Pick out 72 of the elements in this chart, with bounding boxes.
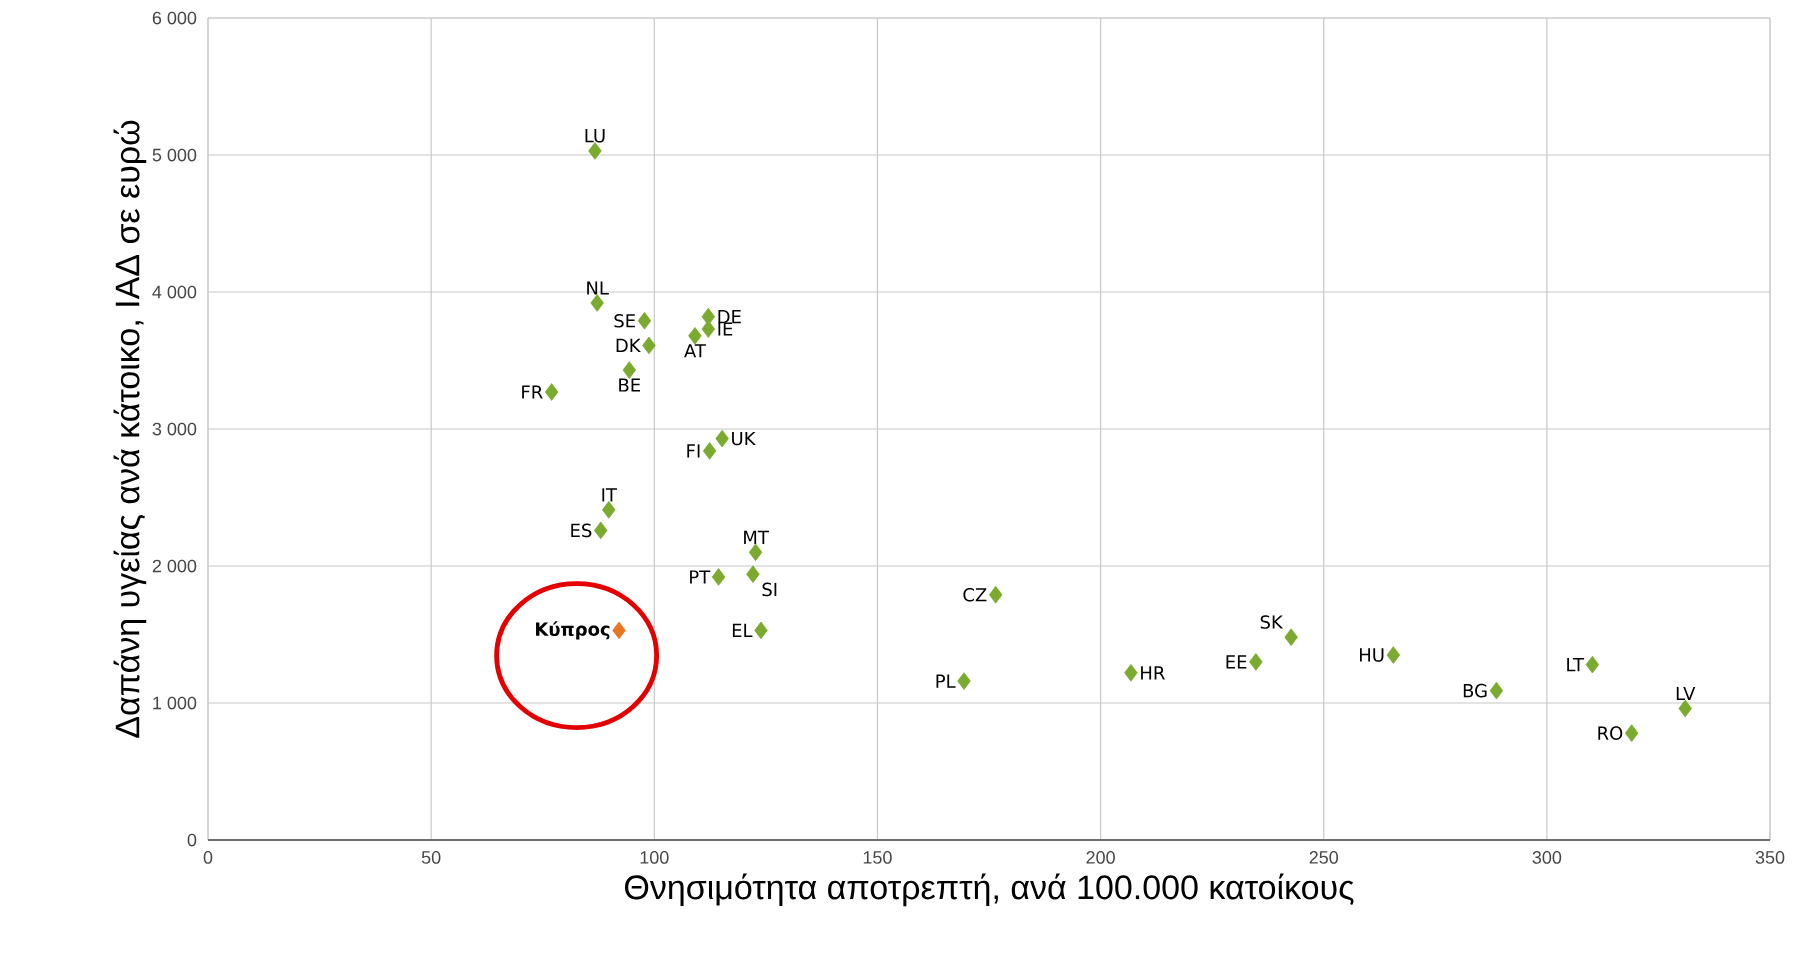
annotation: Κύπρος — [536, 621, 610, 640]
point — [637, 311, 652, 330]
annotation: RO — [1598, 726, 1623, 740]
annotation: UK — [732, 431, 756, 446]
x-tick-label: 250 — [1309, 851, 1339, 864]
x-tick-label: 0 — [203, 851, 213, 864]
point — [590, 294, 604, 312]
point — [622, 361, 636, 379]
x-tick-label: 200 — [1086, 851, 1115, 864]
point — [701, 320, 715, 338]
point — [1678, 699, 1692, 718]
point — [715, 429, 729, 448]
point — [711, 568, 726, 586]
point — [1249, 653, 1263, 671]
annotation: DK — [616, 338, 641, 352]
annotation: EE — [1226, 655, 1247, 669]
point — [748, 543, 763, 562]
y-tick-label: 5 000 — [152, 148, 197, 162]
y-tick-label: 1 000 — [153, 696, 197, 710]
annotation: BG — [1463, 683, 1487, 698]
annotation: SE — [614, 313, 635, 328]
point — [544, 383, 559, 401]
y-tick-label: 2 000 — [152, 559, 197, 573]
y-tick-label: 3 000 — [152, 422, 197, 436]
point — [1386, 646, 1401, 664]
x-tick-label: 50 — [421, 851, 441, 864]
x-tick-label: 150 — [863, 851, 892, 864]
x-tick-label: 350 — [1755, 851, 1785, 864]
point — [746, 565, 760, 584]
point — [642, 336, 656, 355]
annotation: FI — [687, 444, 700, 458]
annotation: PT — [690, 570, 711, 584]
point — [1585, 655, 1600, 674]
annotation: LV — [1676, 686, 1696, 701]
y-tick-label: 0 — [187, 833, 197, 847]
annotation: SK — [1260, 615, 1284, 629]
annotation: HU — [1360, 648, 1384, 662]
point — [1624, 724, 1639, 742]
annotation: HR — [1141, 666, 1165, 680]
point — [989, 585, 1003, 604]
point — [612, 621, 626, 640]
x-tick-label: 300 — [1532, 851, 1562, 864]
annotation: MT — [744, 530, 769, 544]
annotation: CZ — [963, 587, 987, 602]
point — [957, 672, 971, 690]
x-tick-label: 100 — [640, 851, 669, 864]
annotation: LT — [1567, 658, 1585, 672]
annotation: ES — [571, 523, 592, 538]
annotation: LU — [585, 129, 605, 143]
annotation: IE — [718, 322, 733, 336]
annotation: NL — [587, 281, 609, 295]
y-tick-label: 6 000 — [152, 11, 197, 25]
annotation: DE — [718, 310, 741, 324]
annotation: IT — [602, 488, 617, 502]
annotation: SI — [762, 582, 777, 597]
point — [702, 442, 717, 460]
point — [1489, 681, 1504, 700]
point — [1124, 664, 1138, 682]
annotation: PL — [936, 674, 956, 688]
y-tick-label: 4 000 — [152, 285, 197, 299]
point — [754, 621, 768, 640]
point — [688, 327, 702, 345]
y-axis-title: Δαπάνη υγείας ανά κάτοικο, ΙΑΔ σε ευρώ — [113, 120, 147, 738]
annotation: AT — [684, 344, 706, 358]
point — [602, 501, 616, 519]
x-axis-title: Θνησιμότητα αποτρεπτή, ανά 100.000 κατοίκους — [625, 873, 1354, 907]
annotation: BE — [619, 378, 640, 392]
annotation: EL — [732, 623, 753, 637]
point — [1284, 628, 1298, 647]
annotation: FR — [522, 385, 543, 399]
point — [594, 521, 608, 540]
point — [588, 142, 602, 160]
